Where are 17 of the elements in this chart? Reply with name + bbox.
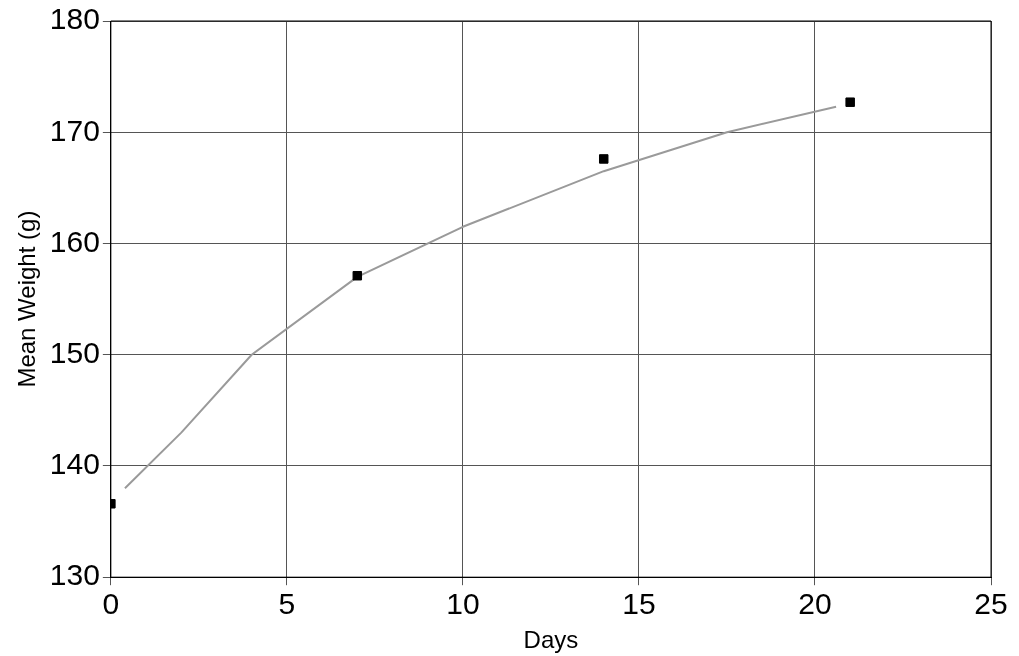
point <box>845 97 855 107</box>
y-tick-label: 150 <box>49 335 100 369</box>
y-tick-label: 160 <box>49 224 100 258</box>
point <box>598 154 609 164</box>
y-tick-label: 180 <box>49 2 100 36</box>
x-tick-label: 25 <box>974 587 1008 621</box>
y-axis-title: Mean Weight (g) <box>13 210 41 388</box>
x-tick-label: 0 <box>102 587 120 621</box>
point <box>352 271 363 281</box>
y-tick-label: 170 <box>49 113 100 147</box>
x-axis-title: Days <box>523 626 579 654</box>
x-tick-label: 15 <box>622 587 656 621</box>
y-tick-label: 140 <box>49 447 100 481</box>
x-tick-label: 5 <box>278 587 296 621</box>
y-tick-label: 130 <box>49 558 100 592</box>
x-tick-label: 10 <box>446 587 480 621</box>
x-tick-label: 20 <box>798 587 832 621</box>
